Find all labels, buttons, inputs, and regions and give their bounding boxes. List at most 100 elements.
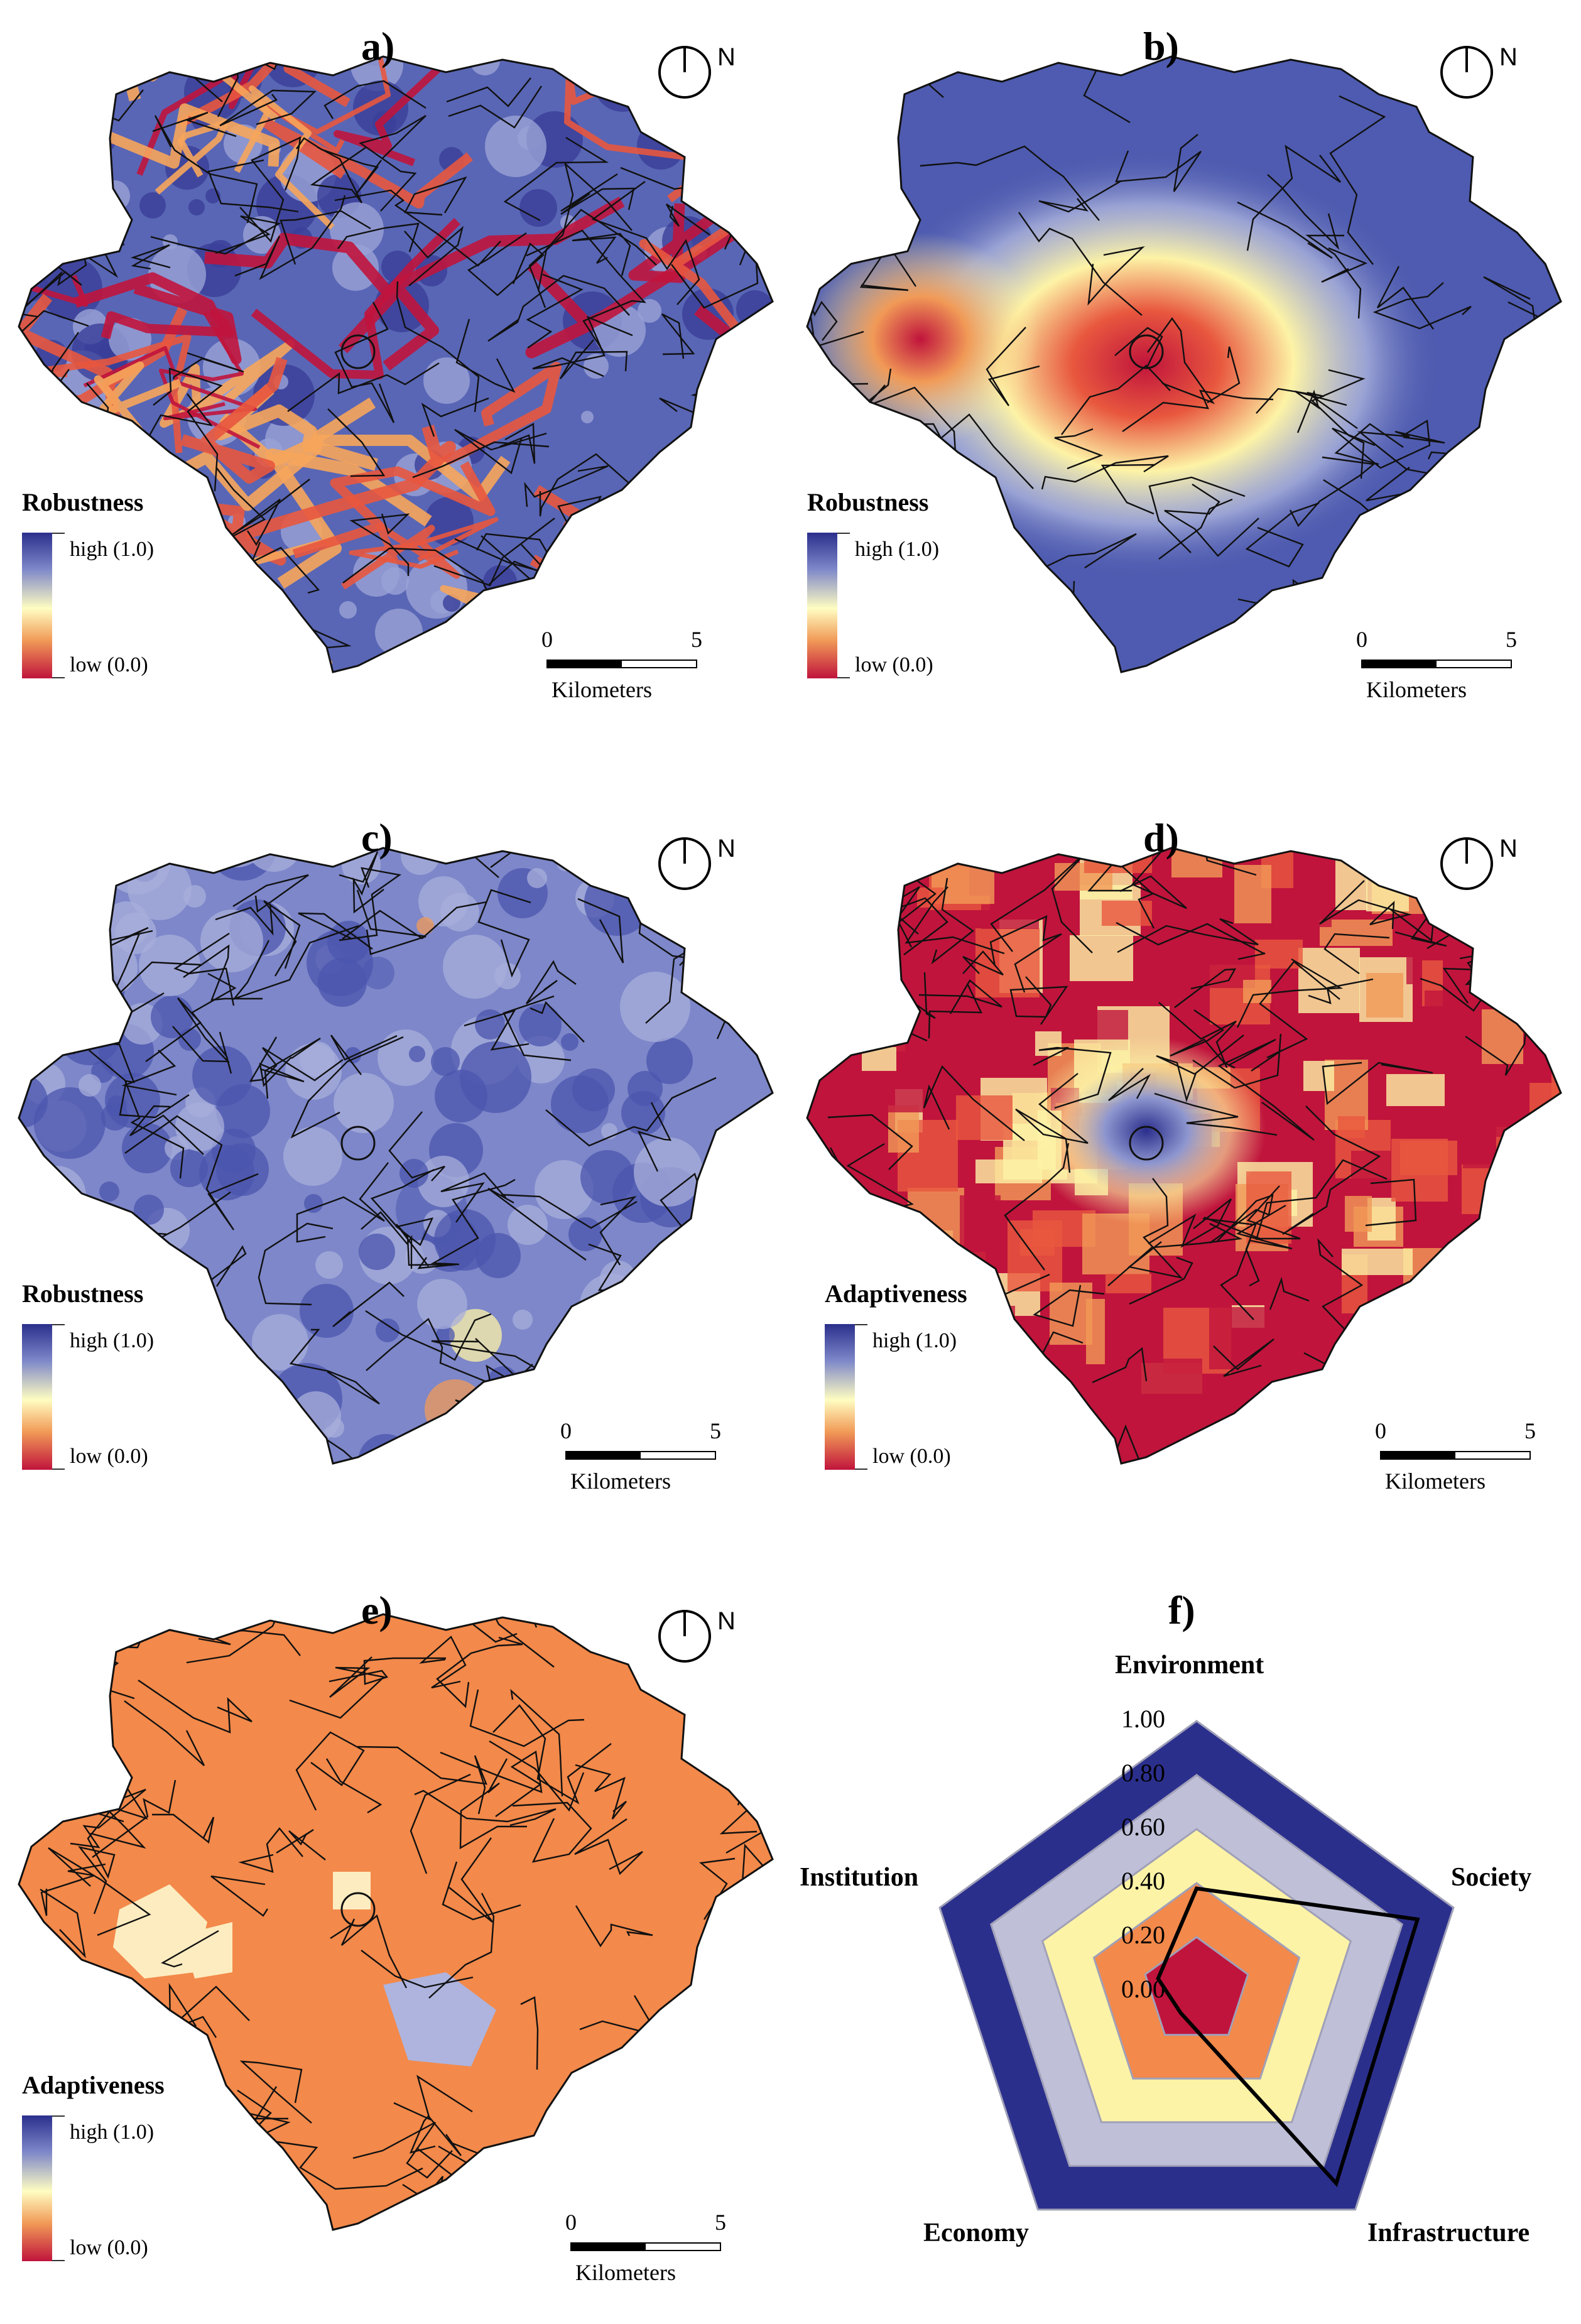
district-boundary bbox=[736, 1938, 773, 1983]
district-boundary bbox=[454, 428, 547, 475]
legend-low-c: low (0.0) bbox=[70, 1445, 148, 1468]
district-boundary bbox=[264, 1037, 321, 1099]
scale-unit-c: Kilometers bbox=[570, 1469, 671, 1494]
district-boundary bbox=[1149, 848, 1257, 876]
district-boundary bbox=[626, 1276, 675, 1317]
district-boundary bbox=[1334, 423, 1404, 465]
district-boundary bbox=[469, 1689, 585, 1747]
district-boundary bbox=[330, 1034, 398, 1075]
radar-tick-label: 0.40 bbox=[1121, 1867, 1165, 1895]
district-boundary bbox=[697, 1322, 773, 1394]
radar-series bbox=[1156, 1886, 1420, 2187]
district-boundary bbox=[1129, 1256, 1193, 1305]
scale-unit-b: Kilometers bbox=[1366, 677, 1467, 702]
district-boundary bbox=[1164, 483, 1259, 557]
district-boundary bbox=[575, 1764, 627, 1820]
district-boundary bbox=[467, 232, 545, 296]
legend-low-b: low (0.0) bbox=[855, 653, 933, 676]
district-boundary bbox=[310, 146, 366, 204]
district-boundary bbox=[361, 1211, 413, 1269]
scale-bar-d: 0 5 Kilometers bbox=[1375, 1420, 1568, 1501]
district-boundary bbox=[404, 225, 464, 286]
district-boundary bbox=[459, 1436, 511, 1463]
district-boundary bbox=[1026, 533, 1137, 577]
district-boundary bbox=[1282, 1105, 1381, 1235]
district-boundary bbox=[698, 506, 773, 573]
district-boundary bbox=[920, 145, 1100, 221]
district-boundary bbox=[370, 1168, 435, 1246]
district-boundary bbox=[1289, 456, 1376, 528]
district-boundary bbox=[419, 1636, 467, 1689]
district-boundary bbox=[258, 1222, 334, 1306]
district-boundary bbox=[356, 889, 426, 955]
district-boundary bbox=[357, 1746, 487, 1815]
district-boundary bbox=[19, 947, 64, 996]
scale-end-b: 5 bbox=[1506, 627, 1517, 652]
legend-a: Robustness high (1.0) low (0.0) bbox=[22, 490, 248, 716]
district-boundary bbox=[396, 1224, 457, 1269]
north-arrow-c: N bbox=[656, 832, 736, 895]
radar-panel-f: f) 1.00 0.80 0.60 0.40 0.20 0.00 Environment … bbox=[795, 1570, 1573, 2324]
panel-label-c: c) bbox=[361, 815, 393, 860]
district-boundary bbox=[289, 1656, 386, 1719]
district-boundary bbox=[648, 2120, 760, 2167]
scale-graphic-d bbox=[1380, 1451, 1531, 1460]
district-boundary bbox=[1246, 144, 1341, 251]
panel-label-a: a) bbox=[361, 24, 395, 68]
district-boundary bbox=[232, 874, 309, 913]
district-boundary bbox=[396, 281, 480, 413]
district-boundary bbox=[530, 1001, 585, 1043]
city-outline bbox=[18, 847, 774, 1465]
district-boundary bbox=[263, 900, 301, 977]
district-boundary bbox=[918, 979, 1002, 1014]
district-boundary bbox=[138, 1680, 253, 1734]
district-boundary bbox=[1061, 364, 1171, 435]
district-boundary bbox=[287, 362, 440, 412]
district-boundary bbox=[986, 327, 1040, 406]
district-boundary bbox=[219, 89, 317, 127]
district-boundary bbox=[539, 453, 640, 517]
district-boundary bbox=[153, 367, 223, 492]
legend-colorbar-a bbox=[22, 533, 52, 678]
district-boundary bbox=[324, 1438, 423, 1463]
district-boundary bbox=[1332, 419, 1431, 469]
district-boundary bbox=[92, 1779, 177, 1858]
district-boundary bbox=[1251, 960, 1340, 1072]
district-boundary bbox=[560, 173, 635, 215]
district-boundary bbox=[19, 173, 80, 250]
district-boundary bbox=[528, 161, 633, 308]
district-boundary bbox=[503, 136, 609, 222]
scale-graphic-e bbox=[570, 2242, 721, 2251]
district-boundary bbox=[1148, 1198, 1232, 1248]
axis-label-society: Society bbox=[1451, 1863, 1532, 1892]
district-boundary bbox=[392, 848, 499, 878]
map-panel-b: b) N Robustness high (1.0) low (0.0) 0 5… bbox=[795, 13, 1573, 766]
district-boundary bbox=[1148, 476, 1246, 553]
district-boundary bbox=[1119, 848, 1187, 910]
legend-high-d: high (1.0) bbox=[872, 1329, 957, 1352]
legend-title-b: Robustness bbox=[807, 488, 929, 516]
district-boundary bbox=[238, 1827, 303, 1873]
district-boundary bbox=[638, 545, 701, 627]
scale-graphic-c bbox=[565, 1451, 716, 1460]
map-c bbox=[18, 847, 774, 1465]
district-boundary bbox=[859, 244, 917, 291]
district-boundary bbox=[545, 1077, 717, 1147]
district-boundary bbox=[327, 408, 386, 477]
district-boundary bbox=[1033, 1046, 1112, 1109]
district-boundary bbox=[210, 1875, 269, 1917]
scale-end-a: 5 bbox=[691, 627, 702, 652]
district-boundary bbox=[716, 958, 756, 1040]
district-boundary bbox=[48, 1847, 151, 1936]
district-boundary bbox=[173, 932, 235, 1006]
legend-tick-high-b bbox=[837, 533, 850, 534]
city-outline bbox=[806, 55, 1562, 673]
scale-graphic-a bbox=[546, 660, 697, 668]
district-boundary bbox=[259, 1056, 305, 1087]
district-boundary bbox=[239, 2060, 312, 2124]
district-boundary bbox=[1501, 1335, 1561, 1397]
district-boundary bbox=[349, 513, 410, 576]
district-boundary bbox=[289, 1328, 380, 1405]
north-letter: N bbox=[1499, 835, 1518, 862]
